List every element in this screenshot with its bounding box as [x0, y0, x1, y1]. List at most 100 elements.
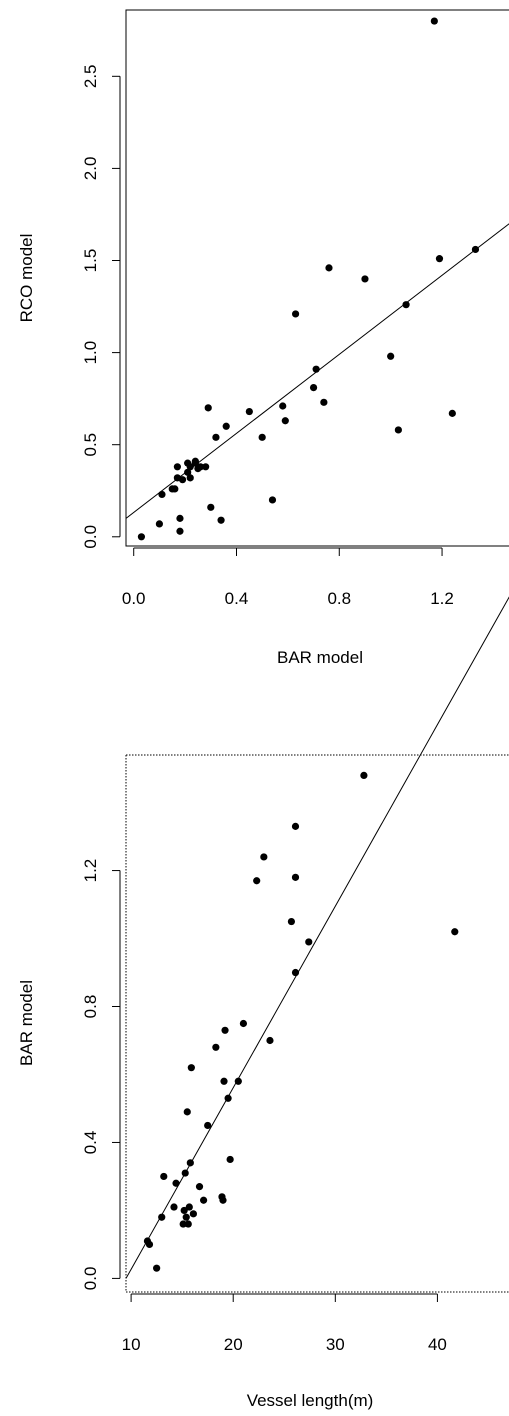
x-tick-label: 30 [326, 1335, 345, 1354]
data-point [221, 1026, 229, 1034]
data-point [226, 1155, 234, 1164]
data-point [430, 17, 438, 25]
data-point [245, 407, 253, 416]
y-ticks-bottom: 0.0 0.4 0.8 1.2 [81, 859, 121, 1291]
data-point [200, 1196, 208, 1204]
data-point [171, 485, 179, 493]
x-tick-label: 20 [224, 1335, 243, 1354]
data-point [189, 1210, 197, 1218]
data-point [173, 463, 181, 471]
data-points-top [137, 17, 480, 541]
y-tick-label: 0.4 [81, 1131, 100, 1155]
y-tick-label: 0.0 [81, 1267, 100, 1291]
data-point [191, 457, 199, 465]
data-point [176, 527, 184, 535]
data-point [291, 822, 300, 830]
y-axis-label-top: RCO model [17, 234, 36, 323]
x-axis-label-bottom: Vessel length(m) [247, 1391, 374, 1410]
data-point [178, 476, 187, 484]
data-points-bottom [143, 771, 459, 1272]
data-point [184, 468, 192, 476]
x-tick-label: 0.0 [122, 589, 146, 608]
x-tick-label: 40 [428, 1335, 447, 1354]
data-point [212, 1043, 220, 1051]
data-point [217, 516, 225, 524]
data-point [279, 402, 287, 410]
data-point [183, 1108, 191, 1116]
data-point [145, 1240, 154, 1249]
data-point [239, 1019, 248, 1028]
data-point [309, 383, 318, 392]
data-point [180, 1206, 188, 1215]
x-ticks-bottom: 10 20 30 40 [122, 1293, 447, 1354]
y-tick-label: 1.5 [81, 249, 100, 273]
x-tick-label: 1.2 [430, 589, 454, 608]
x-axis-label-top: BAR model [277, 648, 363, 667]
data-point [186, 474, 194, 482]
data-point [234, 1077, 242, 1085]
data-point [268, 496, 277, 504]
data-point [187, 1064, 195, 1072]
data-point [266, 1036, 274, 1045]
data-point [394, 426, 402, 434]
x-tick-label: 0.4 [225, 589, 249, 608]
data-point [170, 1203, 178, 1211]
data-point [172, 1179, 180, 1187]
data-point [185, 1203, 193, 1211]
data-point [212, 433, 220, 441]
data-point [182, 1213, 190, 1221]
y-tick-label: 0.8 [81, 995, 100, 1019]
data-point [325, 264, 333, 272]
data-point [204, 1121, 212, 1130]
data-point [291, 873, 300, 881]
plot-frame-top [125, 9, 509, 547]
data-point [137, 533, 146, 541]
data-point [291, 968, 300, 977]
x-tick-label: 10 [122, 1335, 141, 1354]
data-point [186, 463, 194, 471]
y-ticks-top: 0.0 0.5 1.0 1.5 2.0 2.5 [81, 64, 121, 549]
scatter-panel-bottom: 10 20 30 40 0.0 0.4 0.8 1.2 Vessel length(m) B… [17, 596, 509, 1410]
y-tick-label: 2.5 [81, 64, 100, 88]
data-point [195, 1183, 204, 1191]
data-point [260, 853, 268, 861]
data-point [287, 917, 296, 926]
data-point [448, 409, 456, 417]
data-point [158, 1213, 166, 1221]
x-ticks-top: 0.0 0.4 0.8 1.2 [122, 547, 454, 608]
data-point [196, 463, 205, 471]
data-point [219, 1196, 227, 1204]
data-point [220, 1077, 228, 1085]
data-point [160, 1172, 168, 1181]
data-point [222, 422, 230, 430]
data-point [360, 771, 368, 779]
data-point [320, 398, 328, 406]
data-point [207, 503, 215, 511]
data-point [155, 520, 164, 528]
data-point [176, 514, 184, 522]
y-tick-label: 0.0 [81, 525, 100, 549]
data-point [305, 938, 313, 946]
x-tick-label: 0.8 [327, 589, 351, 608]
data-point [387, 352, 395, 360]
data-point [179, 1220, 187, 1228]
data-point [158, 490, 166, 499]
data-point [258, 433, 266, 441]
data-point [224, 1094, 232, 1102]
data-point [181, 1169, 189, 1177]
data-point [435, 255, 444, 263]
y-tick-label: 2.0 [81, 157, 100, 181]
data-point [153, 1264, 161, 1272]
data-point [186, 1159, 194, 1167]
data-point [471, 245, 480, 254]
y-tick-label: 0.5 [81, 433, 100, 457]
data-point [202, 463, 210, 471]
data-point [291, 310, 300, 318]
data-point [312, 365, 320, 373]
y-tick-label: 1.2 [81, 859, 100, 883]
data-point [184, 1220, 192, 1228]
data-point [204, 404, 212, 412]
y-axis-label-bottom: BAR model [17, 980, 36, 1066]
data-point [361, 275, 369, 283]
